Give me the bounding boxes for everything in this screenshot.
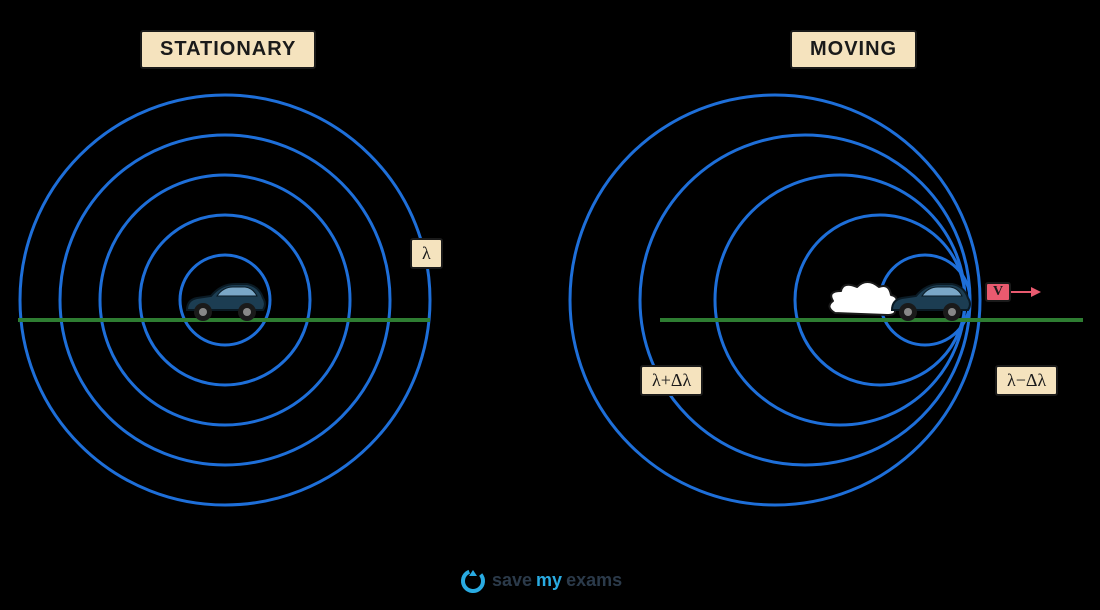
doppler-diagram: STATIONARY MOVING λ λ+Δλ λ−Δλ V savemyex… <box>0 0 1100 610</box>
lambda-label: λ <box>410 238 443 269</box>
brand-text-my: my <box>536 570 562 590</box>
velocity-arrow: V <box>985 282 1041 302</box>
brand-watermark: savemyexams <box>460 568 622 594</box>
velocity-line <box>1011 291 1031 293</box>
velocity-box: V <box>985 282 1011 302</box>
brand-text-save: save <box>492 570 532 590</box>
brand-text-exams: exams <box>566 570 622 590</box>
stationary-heading: STATIONARY <box>140 30 316 69</box>
velocity-arrowhead <box>1031 287 1041 297</box>
lambda-minus-label: λ−Δλ <box>995 365 1058 396</box>
moving-rings <box>0 0 1100 610</box>
lambda-plus-label: λ+Δλ <box>640 365 703 396</box>
moving-heading: MOVING <box>790 30 917 69</box>
